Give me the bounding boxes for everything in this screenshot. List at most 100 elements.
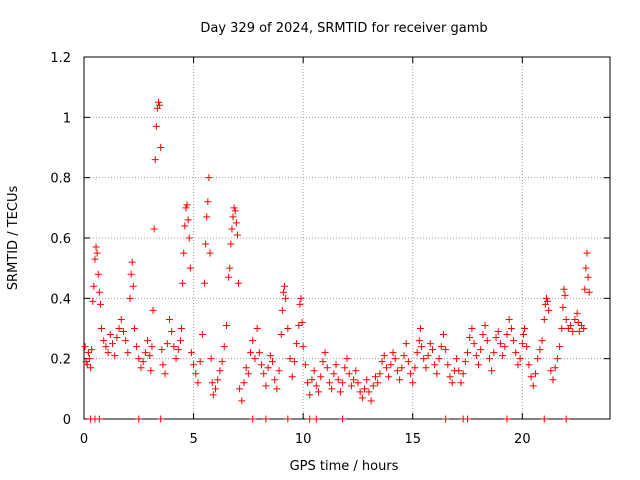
data-point <box>277 331 285 339</box>
data-point <box>540 315 548 323</box>
data-point <box>317 373 325 381</box>
data-point <box>413 349 421 357</box>
data-point <box>207 355 215 363</box>
data-point <box>214 376 222 384</box>
data-point <box>446 373 454 381</box>
data-point <box>336 388 344 396</box>
data-point <box>157 144 165 151</box>
data-point-zero <box>284 415 292 423</box>
data-point <box>428 346 436 354</box>
data-point <box>247 349 255 357</box>
data-point <box>158 346 166 354</box>
data-point <box>330 370 338 378</box>
data-point <box>282 294 290 302</box>
data-point <box>81 343 89 351</box>
data-point <box>180 249 188 257</box>
data-point <box>281 282 289 290</box>
data-point <box>255 349 263 357</box>
data-point <box>212 385 219 393</box>
data-point <box>216 367 224 375</box>
data-point <box>198 331 206 339</box>
data-point <box>264 364 272 372</box>
data-point <box>415 337 423 345</box>
data-point <box>391 355 399 363</box>
data-point <box>488 367 496 375</box>
y-tick-label: 1 <box>63 111 71 126</box>
data-point <box>477 346 485 354</box>
data-point <box>135 355 143 363</box>
data-point <box>186 264 194 272</box>
data-point <box>156 101 164 109</box>
data-point <box>356 388 364 396</box>
data-point <box>437 343 445 351</box>
data-point <box>102 343 110 351</box>
data-point <box>181 222 189 230</box>
data-point <box>240 379 248 387</box>
data-point <box>83 361 91 369</box>
data-point <box>404 358 412 366</box>
data-point-zero <box>540 415 548 423</box>
data-point-zero <box>339 415 347 423</box>
data-point <box>422 364 430 372</box>
data-point <box>385 373 393 381</box>
y-tick-label: 1.2 <box>50 51 71 66</box>
data-point <box>435 355 443 363</box>
data-point <box>273 385 281 393</box>
data-point <box>483 337 491 345</box>
data-point-zero <box>306 415 314 423</box>
data-point <box>584 273 592 281</box>
y-tick-label: 0.8 <box>50 172 71 187</box>
data-point <box>492 334 500 342</box>
data-point <box>347 382 355 390</box>
data-point <box>139 358 147 366</box>
data-point <box>341 364 349 372</box>
data-point <box>583 249 591 257</box>
data-point <box>284 325 292 332</box>
data-point <box>122 337 130 345</box>
data-point <box>361 385 369 393</box>
axis-ticks <box>83 56 610 420</box>
data-point <box>184 216 192 224</box>
data-point <box>507 325 515 332</box>
data-point <box>306 391 314 399</box>
data-point <box>187 349 195 357</box>
data-point <box>178 325 186 332</box>
data-point <box>516 355 524 363</box>
data-point <box>556 343 564 351</box>
data-point <box>174 346 182 354</box>
data-point <box>297 294 305 302</box>
data-point <box>544 297 552 305</box>
data-point <box>529 382 537 390</box>
data-point <box>501 343 509 351</box>
data-point <box>127 270 135 278</box>
data-point <box>146 352 154 360</box>
data-point <box>295 321 303 329</box>
data-point <box>332 361 340 369</box>
data-point <box>126 294 134 302</box>
data-point <box>155 98 163 106</box>
data-point <box>573 309 581 317</box>
data-point <box>345 370 353 378</box>
data-point-zero <box>157 415 165 423</box>
data-point <box>258 361 266 369</box>
data-point <box>562 315 570 323</box>
data-point <box>225 273 233 281</box>
data-point <box>339 379 347 387</box>
data-point <box>98 325 106 332</box>
data-point <box>271 376 279 384</box>
data-point <box>96 300 104 308</box>
data-point <box>278 306 286 314</box>
data-point <box>409 379 417 387</box>
data-point <box>137 364 145 372</box>
data-point <box>315 388 323 396</box>
data-point <box>159 361 167 369</box>
data-point <box>561 291 569 299</box>
data-point <box>323 364 331 372</box>
data-point <box>518 340 526 348</box>
data-point <box>448 379 456 387</box>
data-point <box>128 258 136 266</box>
data-point <box>312 382 320 390</box>
data-point <box>343 355 351 363</box>
data-point <box>168 328 176 336</box>
data-point <box>519 331 527 339</box>
